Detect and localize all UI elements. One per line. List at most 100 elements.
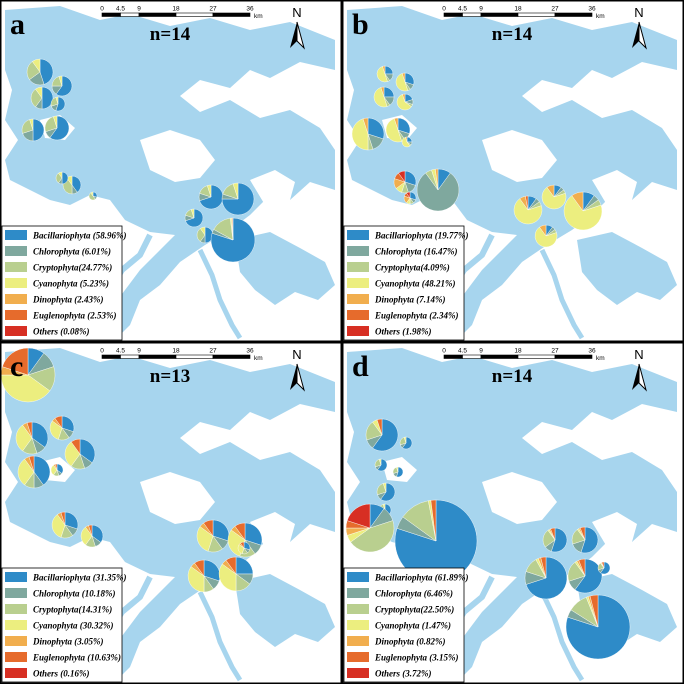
- pie-slice-dinophyta: [362, 117, 369, 135]
- pie-slice-euglenophyta: [232, 217, 234, 241]
- pie-slice-cyanophyta: [196, 526, 214, 552]
- legend-label: Chlorophyta (6.46%): [375, 589, 453, 599]
- pie-slice-euglenophyta: [234, 522, 246, 541]
- pie-slice-bacillariophyta: [402, 436, 413, 450]
- site-pie: [365, 418, 399, 452]
- panel-border: [342, 0, 684, 342]
- scale-tick-label: 18: [514, 348, 522, 355]
- site-pie: [44, 115, 70, 141]
- scale-tick-label: 9: [479, 348, 483, 355]
- legend-label: Others (0.08%): [33, 327, 90, 337]
- pie-slice-dinophyta: [380, 86, 385, 98]
- pie-slice-cyanophyta: [200, 226, 206, 236]
- pie-slice-cyanophyta: [395, 73, 409, 92]
- pie-slice-dinophyta: [546, 184, 555, 198]
- site-pie: [51, 511, 79, 539]
- pie-slice-cyanophyta: [15, 424, 33, 452]
- scale-tick-label: 9: [479, 6, 483, 13]
- scale-tick-label: 4.5: [116, 348, 125, 355]
- site-pie-charts: [1, 347, 263, 593]
- legend-label: Dinophyta (3.05%): [32, 637, 104, 647]
- scale-unit-label: km: [596, 355, 605, 362]
- legend-swatch: [347, 262, 369, 272]
- pie-slice-bacillariophyta: [39, 58, 54, 85]
- pie-slice-cyanophyta: [218, 563, 237, 592]
- site-pie: [26, 58, 54, 86]
- site-pie: [399, 436, 413, 450]
- legend-label: Euglenophyta (2.53%): [32, 311, 117, 321]
- pie-slice-cyanophyta: [373, 87, 388, 108]
- panel-border: [0, 0, 342, 342]
- legend-swatch: [347, 294, 369, 304]
- site-pie: [542, 527, 568, 553]
- pie-slice-euglenophyta: [70, 438, 81, 455]
- site-pie: [567, 558, 603, 594]
- sample-count-label: n=14: [150, 24, 191, 45]
- pie-slice-cyanophyta: [207, 184, 212, 198]
- scale-unit-label: km: [254, 355, 263, 362]
- pie-slice-cyanophyta: [396, 94, 412, 111]
- pie-slice-euglenophyta: [525, 195, 529, 211]
- site-pie: [394, 499, 478, 583]
- pie-slice-euglenophyta: [540, 556, 547, 579]
- site-pie: [416, 168, 460, 212]
- legend-swatch: [5, 326, 27, 336]
- pie-slice-bacillariophyta: [380, 482, 396, 502]
- north-arrow-icon: N: [290, 347, 305, 392]
- legend-label: Chlorophyta (10.18%): [33, 589, 116, 599]
- scale-tick-label: 36: [246, 348, 254, 355]
- pie-slice-dinophyta: [401, 72, 406, 83]
- legend-label: Chlorophyta (16.47%): [375, 247, 458, 257]
- pie-slice-euglenophyta: [240, 541, 245, 549]
- pie-slice-cyanophyta: [58, 171, 63, 179]
- site-pie: [374, 458, 388, 472]
- pie-slice-bacillariophyta: [372, 418, 399, 452]
- pie-slice-euglenophyta: [194, 559, 205, 577]
- legend-swatch: [347, 652, 369, 662]
- legend-swatch: [5, 294, 27, 304]
- north-arrow-icon: N: [632, 5, 647, 50]
- legend-label: Cryptophyta(4.09%): [375, 263, 450, 273]
- legend-swatch: [347, 604, 369, 614]
- pie-slice-euglenophyta: [28, 455, 35, 473]
- legend-swatch: [347, 636, 369, 646]
- pie-slice-dinophyta: [539, 224, 547, 237]
- pie-slice-cyanophyta: [401, 136, 411, 148]
- legend-swatch: [347, 310, 369, 320]
- scale-tick-label: 0: [100, 6, 104, 13]
- pie-slice-bacillariophyta: [55, 75, 73, 97]
- pie-slice-bacillariophyta: [49, 115, 70, 141]
- pie-slice-cyanophyta: [190, 208, 195, 219]
- legend-swatch: [347, 572, 369, 582]
- site-pie: [396, 93, 414, 111]
- pie-slice-euglenophyta: [579, 526, 586, 541]
- pie-slice-others: [398, 170, 406, 183]
- legend-label: Dinophyta (2.43%): [32, 295, 104, 305]
- site-pie: [49, 415, 75, 441]
- pie-slice-euglenophyta: [54, 463, 58, 471]
- site-pie: [345, 503, 395, 553]
- legend-label: Cryptophyta(24.77%): [33, 263, 112, 273]
- legend-swatch: [347, 620, 369, 630]
- pie-slice-cyanophyta: [378, 458, 382, 466]
- pie-slice-dinophyta: [435, 168, 439, 191]
- pie-slice-cyanophyta: [53, 115, 58, 129]
- site-pie: [21, 118, 45, 142]
- legend-label: Others (0.16%): [33, 669, 90, 679]
- legend-label: Others (1.98%): [375, 327, 432, 337]
- pie-slice-chlorophyta: [416, 172, 460, 212]
- legend-label: Euglenophyta (10.63%): [32, 653, 121, 663]
- legend-swatch: [5, 588, 27, 598]
- scale-tick-label: 9: [137, 348, 141, 355]
- pie-slice-others: [406, 191, 411, 199]
- scale-tick-label: 27: [209, 348, 217, 355]
- pie-slice-bacillariophyta: [64, 511, 79, 530]
- site-pie: [64, 438, 96, 470]
- pie-slice-cyanophyta: [403, 436, 407, 444]
- pie-slice-bacillariophyta: [600, 561, 611, 575]
- legend-swatch: [5, 604, 27, 614]
- site-pie: [597, 561, 611, 575]
